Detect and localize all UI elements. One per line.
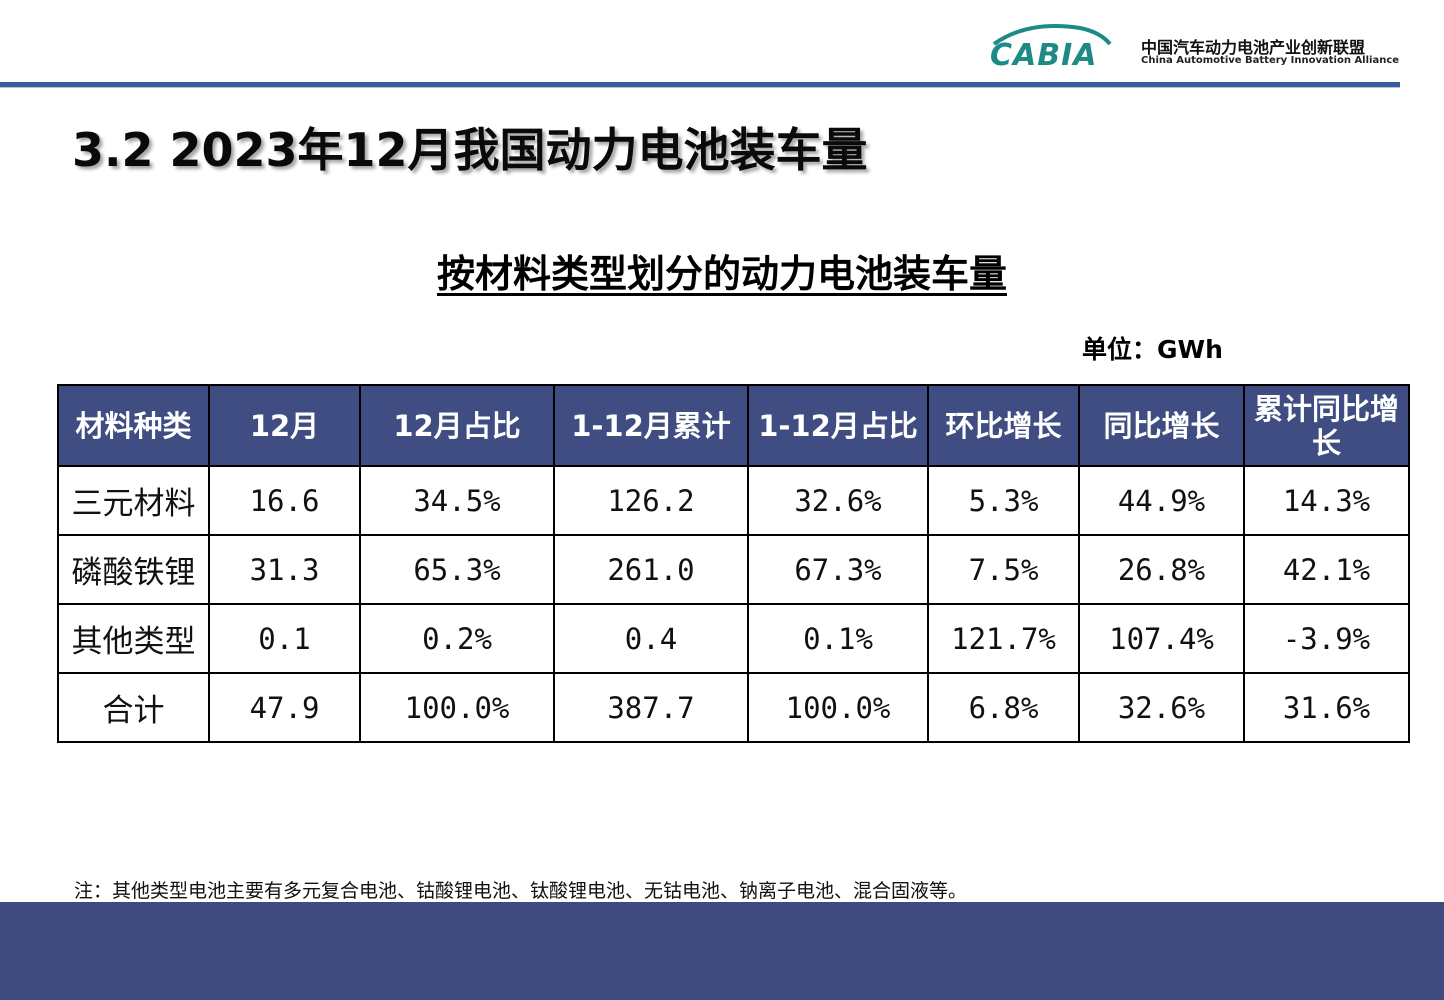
cabia-logo: CABIA 中国汽车动力电池产业创新联盟 China Automotive Ba… [988, 22, 1408, 78]
table-cell: 0.1% [747, 603, 929, 674]
table-cell: 32.6% [1078, 672, 1245, 743]
column-header: 累计同比增长 [1243, 384, 1410, 467]
table-cell: 6.8% [927, 672, 1080, 743]
header-rule-shadow [0, 87, 1400, 88]
footnote: 注：其他类型电池主要有多元复合电池、钴酸锂电池、钛酸锂电池、无钴电池、钠离子电池… [74, 880, 968, 902]
table-cell: 387.7 [553, 672, 749, 743]
table-cell: 100.0% [359, 672, 555, 743]
table-cell: 34.5% [359, 465, 555, 536]
table-cell: 121.7% [927, 603, 1080, 674]
page-title: 3.2 2023年12月我国动力电池装车量 [72, 123, 868, 177]
logo-wordmark: CABIA [990, 38, 1098, 73]
table-cell: 126.2 [553, 465, 749, 536]
table-cell: 其他类型 [57, 603, 210, 674]
table-title: 按材料类型划分的动力电池装车量 [436, 252, 1007, 296]
table-cell: 67.3% [747, 534, 929, 605]
table-cell: 合计 [57, 672, 210, 743]
unit-label: 单位：GWh [1082, 335, 1223, 364]
table-cell: 0.4 [553, 603, 749, 674]
footer-band [0, 902, 1444, 1000]
table-cell: 32.6% [747, 465, 929, 536]
table-cell: 261.0 [553, 534, 749, 605]
table-cell: 14.3% [1243, 465, 1410, 536]
table-cell: 0.1 [208, 603, 361, 674]
column-header: 12月 [208, 384, 361, 467]
table-cell: 44.9% [1078, 465, 1245, 536]
car-arc-icon [988, 22, 1118, 78]
table-cell: 0.2% [359, 603, 555, 674]
table-header-row: 材料种类 12月 12月占比 1-12月累计 1-12月占比 环比增长 同比增长… [57, 384, 1410, 467]
table-cell: 31.6% [1243, 672, 1410, 743]
table-cell: -3.9% [1243, 603, 1410, 674]
column-header: 1-12月累计 [553, 384, 749, 467]
table-cell: 31.3 [208, 534, 361, 605]
table-cell: 三元材料 [57, 465, 210, 536]
column-header: 1-12月占比 [747, 384, 929, 467]
column-header: 12月占比 [359, 384, 555, 467]
org-name-en: China Automotive Battery Innovation Alli… [1141, 55, 1400, 66]
table-row: 三元材料 16.6 34.5% 126.2 32.6% 5.3% 44.9% 1… [57, 465, 1410, 536]
table-cell: 47.9 [208, 672, 361, 743]
table-cell: 42.1% [1243, 534, 1410, 605]
table-row: 其他类型 0.1 0.2% 0.4 0.1% 121.7% 107.4% -3.… [57, 603, 1410, 674]
table-cell: 107.4% [1078, 603, 1245, 674]
table-cell: 磷酸铁锂 [57, 534, 210, 605]
header-rule [0, 82, 1400, 87]
battery-table: 材料种类 12月 12月占比 1-12月累计 1-12月占比 环比增长 同比增长… [57, 384, 1410, 743]
table-cell: 65.3% [359, 534, 555, 605]
table-cell: 5.3% [927, 465, 1080, 536]
table-cell: 26.8% [1078, 534, 1245, 605]
org-name-cn: 中国汽车动力电池产业创新联盟 [1141, 38, 1366, 57]
table-cell: 100.0% [747, 672, 929, 743]
table-cell: 16.6 [208, 465, 361, 536]
table-cell: 7.5% [927, 534, 1080, 605]
table-row: 磷酸铁锂 31.3 65.3% 261.0 67.3% 7.5% 26.8% 4… [57, 534, 1410, 605]
column-header: 环比增长 [927, 384, 1080, 467]
column-header: 同比增长 [1078, 384, 1245, 467]
column-header: 材料种类 [57, 384, 210, 467]
table-row: 合计 47.9 100.0% 387.7 100.0% 6.8% 32.6% 3… [57, 672, 1410, 743]
